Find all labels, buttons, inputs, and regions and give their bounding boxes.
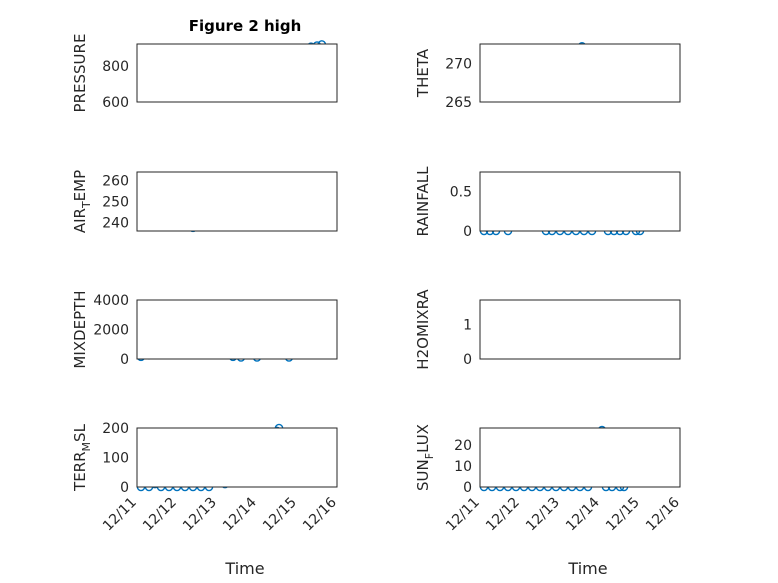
y-axis-label: MIXDEPTH bbox=[71, 290, 89, 368]
subplot-2: 240 250 260 AIRTEMP bbox=[71, 170, 338, 233]
subplot-5: 0 1 H2OMIXRA bbox=[414, 289, 681, 370]
axes-box bbox=[136, 171, 338, 232]
x-axis-label-left: Time bbox=[224, 559, 264, 578]
y-axis-label: TERRMSL bbox=[71, 423, 93, 492]
x-tick-label: 12/16 bbox=[643, 494, 683, 534]
x-tick-label: 12/14 bbox=[220, 494, 260, 534]
y-tick-label: 265 bbox=[445, 95, 472, 111]
y-tick-label: 800 bbox=[102, 59, 129, 75]
axes-box bbox=[136, 427, 338, 488]
y-tick-label: 250 bbox=[102, 195, 129, 211]
x-tick-label: 12/11 bbox=[443, 495, 483, 535]
x-tick-label: 12/12 bbox=[483, 495, 523, 535]
y-tick-label: 260 bbox=[102, 173, 129, 189]
x-tick-label: 12/13 bbox=[523, 495, 563, 535]
x-tick-label: 12/12 bbox=[140, 495, 180, 535]
y-tick-label: 0 bbox=[463, 480, 472, 496]
y-tick-label: 2000 bbox=[93, 323, 129, 339]
y-tick-label: 0 bbox=[120, 480, 129, 496]
subplot-6: 0 100 200 TERRMSL 12/11 12/12 12/13 12/14 12/15 1… bbox=[71, 421, 340, 534]
y-tick-label: 0 bbox=[120, 352, 129, 368]
axes-box bbox=[136, 43, 338, 103]
y-tick-label: 10 bbox=[454, 459, 472, 475]
axes-box bbox=[136, 299, 338, 360]
x-tick-label: 12/15 bbox=[260, 495, 300, 535]
y-tick-label: 0.5 bbox=[450, 185, 472, 201]
axes-box bbox=[479, 427, 681, 488]
y-tick-label: 200 bbox=[102, 421, 129, 437]
subplot-0: 600 800 PRESSURE bbox=[71, 34, 338, 113]
axes-box bbox=[479, 43, 681, 103]
y-axis-label: THETA bbox=[414, 48, 432, 98]
figure-title: Figure 2 high bbox=[189, 17, 302, 35]
y-axis-label: H2OMIXRA bbox=[414, 289, 432, 370]
y-tick-label: 0 bbox=[463, 352, 472, 368]
y-tick-label: 4000 bbox=[93, 293, 129, 309]
x-tick-label: 12/13 bbox=[180, 495, 220, 535]
y-tick-label: 0 bbox=[463, 224, 472, 240]
x-tick-label: 12/16 bbox=[300, 494, 340, 534]
x-tick-label: 12/14 bbox=[563, 494, 603, 534]
y-tick-label: 240 bbox=[102, 216, 129, 232]
y-axis-label: PRESSURE bbox=[71, 34, 89, 113]
subplot-7: 0 10 20 SUNFLUX 12/11 12/12 12/13 12/14 12/15 12/… bbox=[414, 424, 683, 534]
y-tick-label: 100 bbox=[102, 451, 129, 467]
x-tick-label: 12/15 bbox=[603, 495, 643, 535]
y-tick-label: 270 bbox=[445, 56, 472, 72]
y-tick-label: 600 bbox=[102, 95, 129, 111]
x-axis-label-right: Time bbox=[567, 559, 607, 578]
subplot-1: 265 270 THETA bbox=[414, 42, 681, 111]
x-tick-label: 12/11 bbox=[100, 495, 140, 535]
y-axis-label: RAINFALL bbox=[414, 166, 432, 237]
y-tick-label: 1 bbox=[463, 317, 472, 333]
axes-box bbox=[479, 299, 681, 360]
y-tick-label: 20 bbox=[454, 438, 472, 454]
y-axis-label: SUNFLUX bbox=[414, 424, 436, 491]
y-axis-label: AIRTEMP bbox=[71, 170, 93, 233]
axes-box bbox=[479, 171, 681, 232]
subplot-3: 0 0.5 RAINFALL bbox=[414, 166, 681, 240]
